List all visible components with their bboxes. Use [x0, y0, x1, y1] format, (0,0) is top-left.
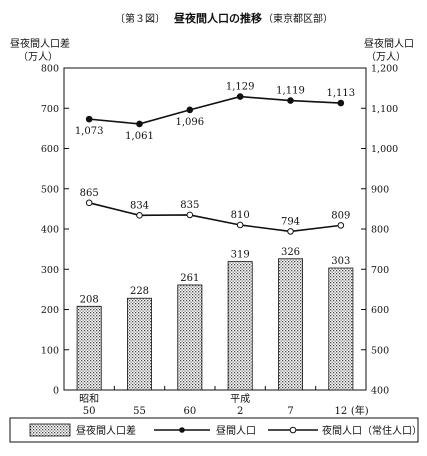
right-axis-tick-label: 900 [371, 184, 389, 195]
nighttime-population-value-label: 794 [281, 216, 300, 227]
right-axis-tick-label: 1,100 [371, 104, 398, 115]
x-axis-unit-label: (年) [351, 404, 369, 417]
bar [177, 284, 203, 391]
bar-value-label: 228 [130, 286, 149, 297]
nighttime-population-value-label: 865 [80, 188, 99, 199]
bar [227, 261, 253, 391]
daytime-population-marker [136, 120, 143, 128]
left-axis-tick-label: 300 [41, 265, 59, 276]
left-axis-tick-label: 500 [41, 184, 59, 195]
left-axis-tick-label: 800 [41, 64, 59, 75]
left-axis-unit: （万人） [18, 51, 58, 63]
bars-layer [76, 258, 354, 391]
chart-title: 昼夜間人口の推移 [173, 11, 262, 25]
legend-nighttime-marker [289, 426, 297, 434]
right-axis-tick-label: 1,000 [371, 144, 398, 155]
daytime-population-value-label: 1,129 [226, 82, 255, 93]
nighttime-population-marker [186, 211, 194, 219]
x-axis-tick-label: 7 [287, 406, 293, 417]
x-axis-tick-label: 55 [133, 406, 146, 417]
lines-layer [85, 93, 345, 235]
legend-daytime-label: 昼間人口 [216, 425, 256, 437]
legend-bar-swatch [29, 423, 71, 437]
left-axis-tick-label: 200 [41, 305, 59, 316]
bar-value-label: 326 [281, 247, 300, 258]
right-axis-tick-label: 500 [371, 345, 389, 356]
daytime-population-line [89, 95, 341, 125]
labels-layer: 208 228 261 319 326 303 1,073 1,061 1,096 1,129 1,… [75, 82, 355, 306]
daytime-population-value-label: 1,061 [125, 131, 154, 142]
bar [76, 305, 102, 391]
bar [127, 297, 152, 391]
bar-value-label: 319 [231, 250, 250, 261]
daytime-population-value-label: 1,073 [75, 126, 104, 137]
bar [278, 258, 303, 391]
legend-nighttime-label: 夜間人口（常住人口） [322, 424, 422, 437]
daytime-population-marker [287, 97, 294, 104]
left-axis-tick-label: 600 [41, 144, 59, 155]
x-axis-tick-label: 60 [183, 406, 196, 417]
x-axis-era-label: 平成 [230, 393, 250, 405]
left-axis-tick-label: 400 [41, 225, 59, 236]
left-axis-tick-label: 0 [53, 386, 59, 397]
nighttime-population-marker [136, 212, 143, 219]
bar-value-label: 303 [331, 256, 350, 267]
nighttime-population-marker [236, 221, 244, 229]
bar-value-label: 208 [80, 294, 99, 305]
bar [328, 267, 354, 391]
x-axis-tick-label: 2 [237, 406, 243, 417]
legend-daytime-marker [179, 427, 185, 433]
x-axis-tick-label: 50 [83, 406, 96, 417]
x-axis-tick-label: 12 [334, 406, 347, 417]
right-axis-tick-label: 600 [371, 305, 389, 316]
daytime-population-value-label: 1,113 [327, 88, 356, 99]
plot-frame [63, 67, 367, 391]
nighttime-population-line [88, 202, 341, 233]
left-axis-label: 昼夜間人口差 [10, 37, 70, 50]
axes-layer: 0 100 200 300 400 500 600 700 800 400 500 600 700 800… [41, 64, 398, 418]
right-axis-tick-label: 700 [371, 265, 389, 276]
daytime-population-marker [236, 93, 244, 100]
nighttime-population-value-label: 809 [331, 210, 350, 221]
legend: 昼夜間人口差 昼間人口 夜間人口（常住人口） [9, 417, 422, 443]
chart-subtitle: （東京都区部） [263, 12, 333, 25]
nighttime-population-marker [287, 228, 294, 235]
right-axis-tick-label: 1,200 [371, 64, 398, 75]
left-axis-tick-label: 100 [41, 345, 59, 356]
daytime-population-marker [186, 106, 194, 114]
right-axis-label: 昼夜間人口 [364, 37, 414, 50]
x-axis-era-label: 昭和 [79, 393, 99, 405]
legend-frame [9, 417, 419, 443]
legend-bar-label: 昼夜間人口差 [76, 424, 136, 437]
bar-value-label: 261 [180, 273, 199, 284]
nighttime-population-value-label: 834 [130, 200, 149, 211]
right-axis-tick-label: 400 [371, 386, 389, 397]
daytime-population-marker [85, 115, 93, 123]
daytime-population-marker [337, 99, 345, 107]
nighttime-population-marker [85, 199, 93, 207]
nighttime-population-value-label: 810 [231, 210, 250, 221]
right-axis-unit: （万人） [366, 51, 406, 63]
daytime-population-value-label: 1,119 [276, 86, 305, 97]
nighttime-population-marker [337, 222, 345, 229]
right-axis-tick-label: 800 [371, 225, 389, 236]
figure-label: 〔第３図〕 [115, 12, 165, 25]
daytime-population-value-label: 1,096 [176, 117, 205, 128]
left-axis-tick-label: 700 [41, 104, 59, 115]
nighttime-population-value-label: 835 [180, 200, 199, 211]
